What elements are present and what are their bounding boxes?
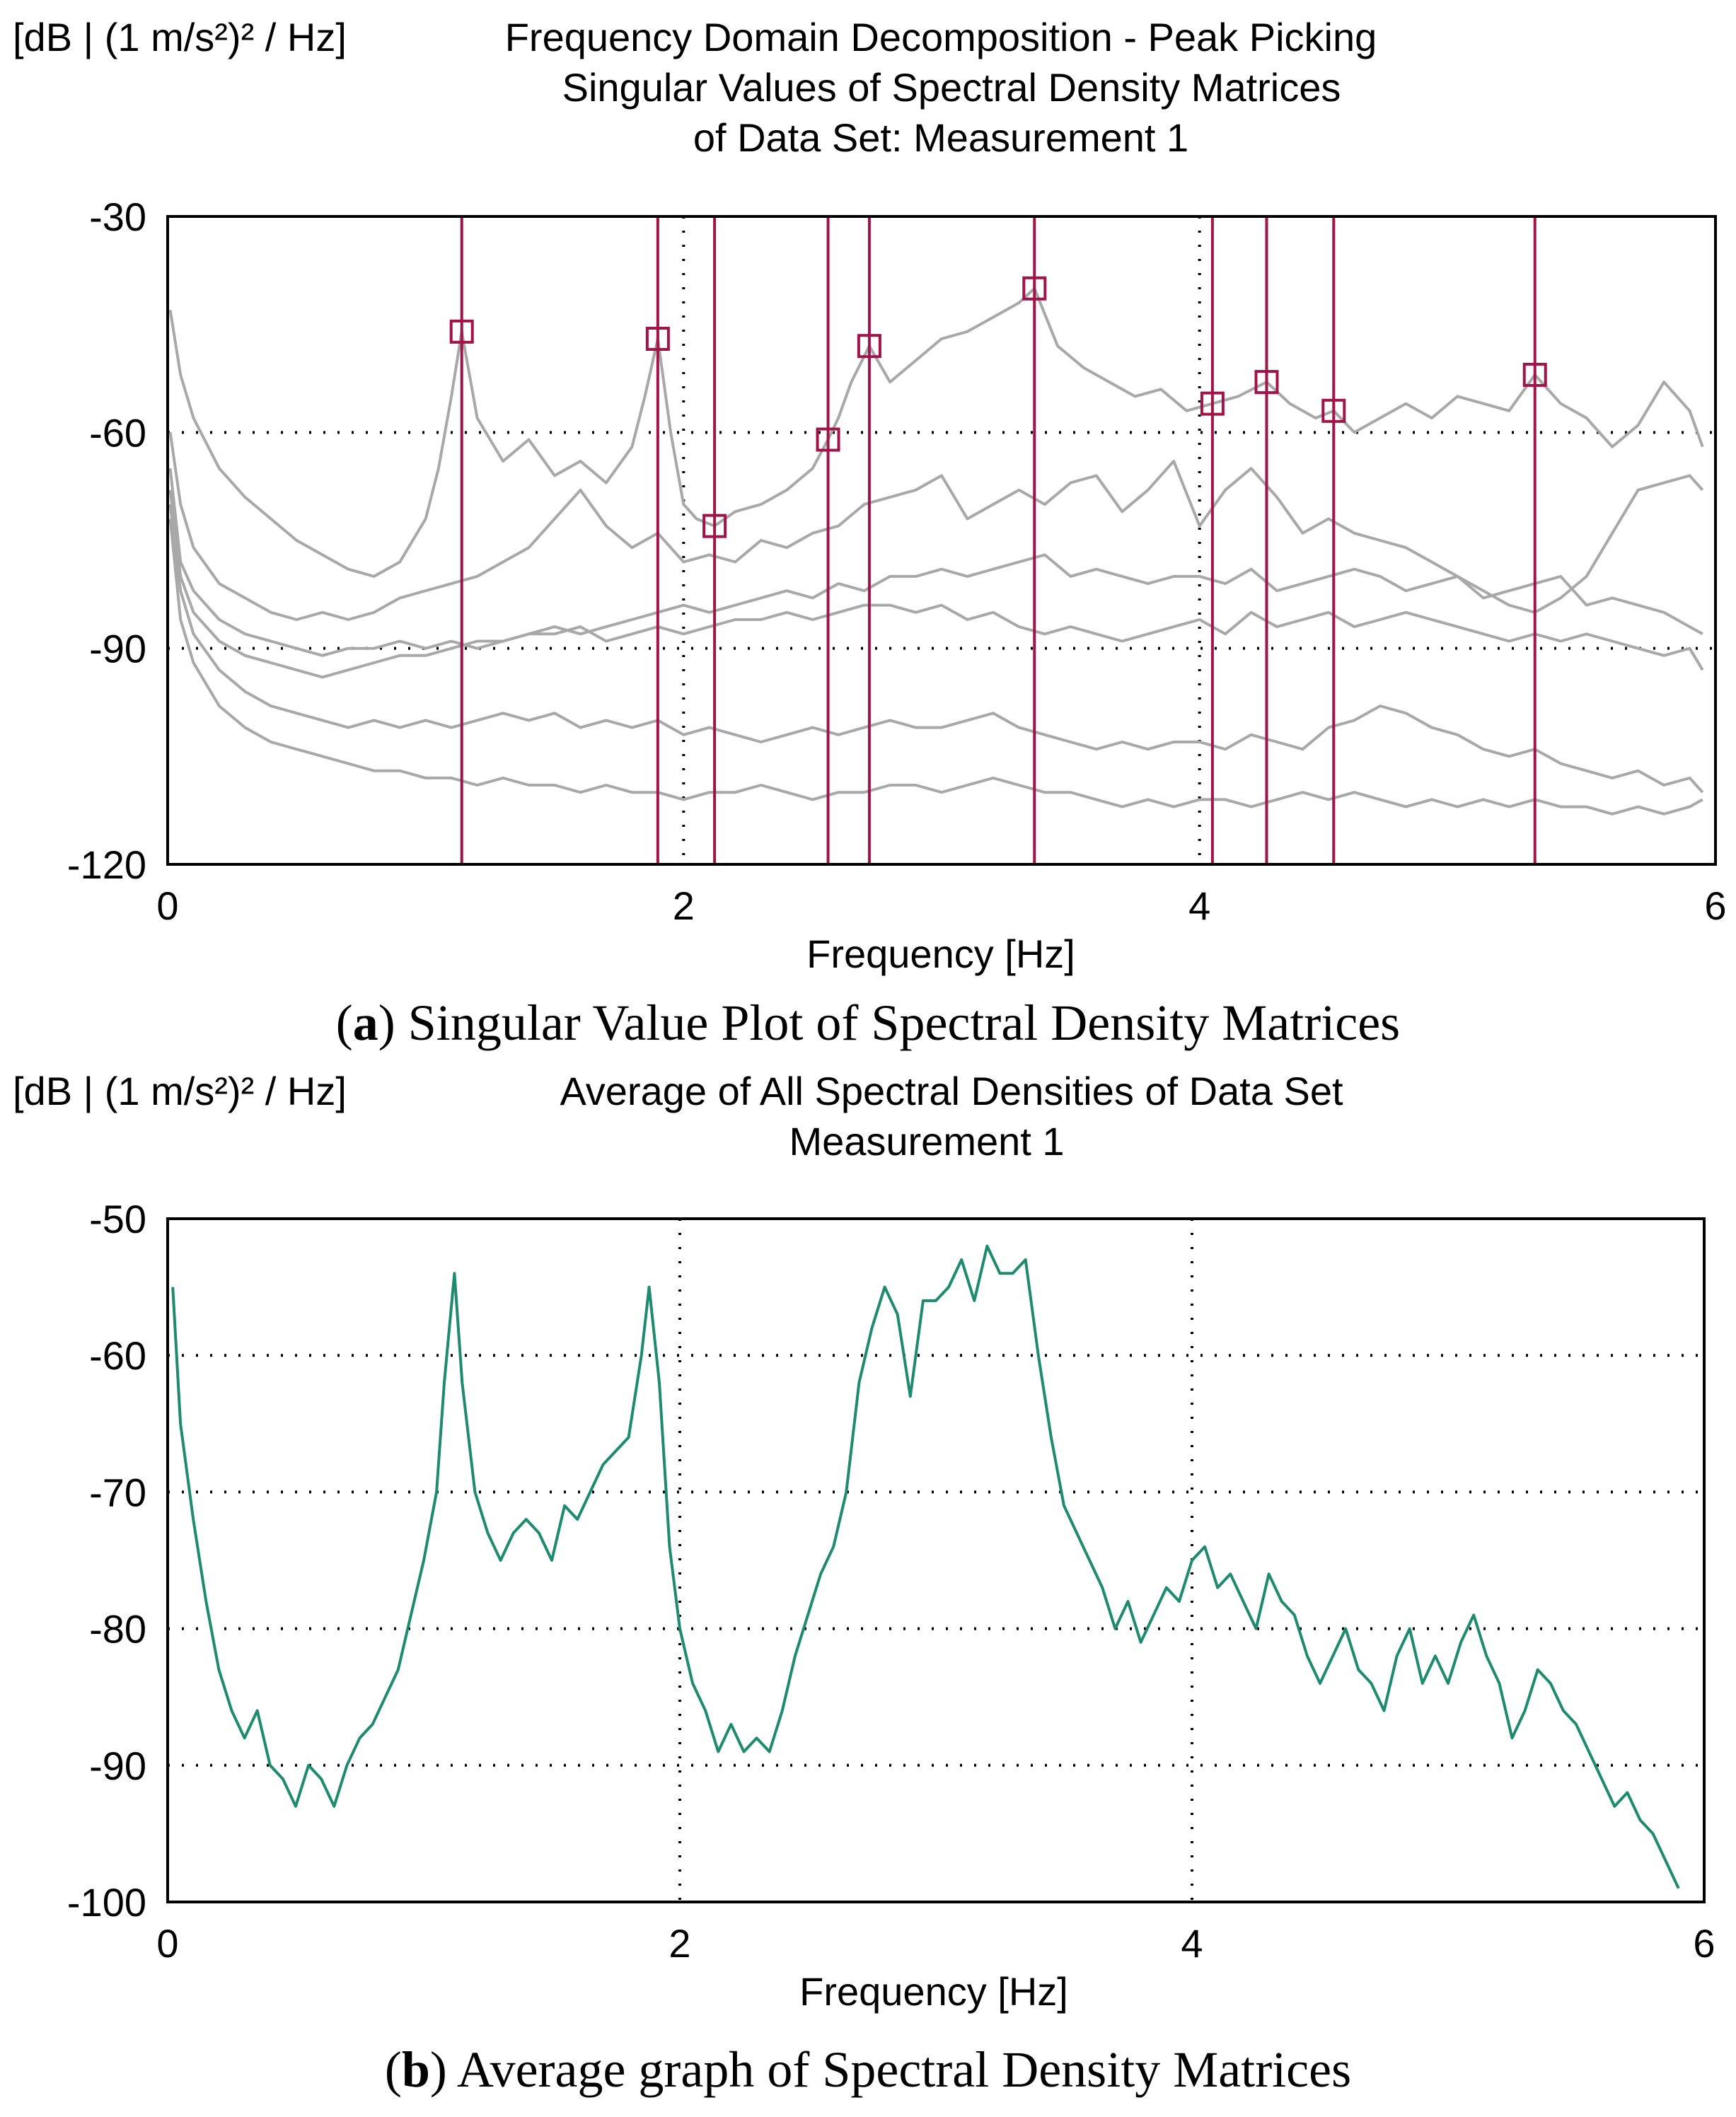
panel-b-title-line-1: Average of All Spectral Densities of Dat… [560, 1069, 1343, 1113]
panel-b-xlabel: Frequency [Hz] [799, 1969, 1068, 2014]
panel-a-series-line-2 [168, 432, 1704, 621]
panel-b-ytick-label-5: -100 [67, 1880, 146, 1925]
panel-a-series-line-6 [168, 518, 1703, 816]
panel-a-title-line-1: Frequency Domain Decomposition - Peak Pi… [505, 15, 1377, 59]
panel-a-peak-marker-6 [1022, 276, 1047, 301]
panel-b-units-label: [dB | (1 m/s²)² / Hz] [13, 1069, 347, 1113]
panel-b-caption-text: Average graph of Spectral Density Matric… [447, 2041, 1351, 2098]
panel-a-chart: [dB | (1 m/s²)² / Hz] Frequency Domain D… [13, 15, 1727, 1051]
panel-a-xtick-label-2: 4 [1188, 883, 1210, 928]
panel-b-ytick-label-4: -90 [89, 1744, 146, 1788]
panel-a-caption-text: Singular Value Plot of Spectral Density … [395, 994, 1400, 1051]
panel-a-peak-marker-3 [702, 514, 727, 538]
panel-a-caption: (a) Singular Value Plot of Spectral Dens… [336, 994, 1400, 1051]
panel-a-peak-marker-1 [449, 319, 474, 344]
panel-b-caption: (b) Average graph of Spectral Density Ma… [385, 2041, 1351, 2098]
panel-b-x-ticks: 0 2 4 6 [156, 1921, 1715, 1966]
panel-b-title-line-2: Measurement 1 [789, 1119, 1064, 1164]
panel-b-series-line-1 [171, 1244, 1680, 1889]
panel-b-y-ticks: -50 -60 -70 -80 -90 -100 [67, 1197, 146, 1925]
panel-a-plot-frame [166, 215, 1717, 866]
panel-a-x-ticks: 0 2 4 6 [156, 883, 1726, 928]
panel-b-grid [168, 1219, 1704, 1902]
panel-a-xtick-label-1: 2 [673, 883, 695, 928]
panel-a-title-line-3: of Data Set: Measurement 1 [693, 115, 1188, 160]
panel-a-series-line-5 [168, 504, 1704, 794]
panel-a-xlabel: Frequency [Hz] [806, 932, 1075, 976]
panel-b-xtick-label-1: 2 [669, 1921, 690, 1966]
panel-b-ytick-label-1: -60 [89, 1333, 146, 1378]
panel-a-peak-marker-4 [816, 427, 840, 452]
panel-b-xtick-label-2: 4 [1181, 1921, 1203, 1966]
panel-a-ytick-label-2: -90 [89, 627, 146, 671]
panel-a-caption-letter: a [353, 994, 378, 1051]
panel-b-plot-frame [166, 1217, 1706, 1903]
panel-a-ytick-label-1: -60 [89, 410, 146, 455]
panel-a-series-line-1 [168, 286, 1704, 578]
panel-a-peak-marker-7 [1200, 391, 1225, 416]
panel-a-xtick-label-0: 0 [156, 883, 178, 928]
panel-b-xtick-label-0: 0 [156, 1921, 178, 1966]
panel-a-peak-marker-8 [1254, 370, 1279, 395]
panel-a-ytick-label-3: -120 [67, 842, 146, 887]
panel-b-caption-letter: b [402, 2041, 430, 2098]
panel-b-ytick-label-2: -70 [89, 1470, 146, 1514]
panel-b-ytick-label-3: -80 [89, 1607, 146, 1652]
panel-a-y-ticks: -30 -60 -90 -120 [67, 195, 146, 887]
panel-a-xtick-label-3: 6 [1704, 883, 1726, 928]
panel-a-series-line-3 [168, 468, 1703, 657]
panel-a-ytick-label-0: -30 [89, 195, 146, 239]
panel-b-ytick-label-0: -50 [89, 1197, 146, 1241]
panel-b-chart: [dB | (1 m/s²)² / Hz] Average of All Spe… [13, 1069, 1715, 2098]
panel-a-peak-marker-5 [857, 334, 881, 359]
panel-a-grid [168, 216, 1715, 864]
panel-b-series-group [171, 1244, 1680, 1889]
panel-b-xtick-label-3: 6 [1693, 1921, 1715, 1966]
panel-a-series-group [168, 286, 1704, 816]
panel-a-title-line-2: Singular Values of Spectral Density Matr… [562, 65, 1341, 110]
panel-a-series-line-4 [168, 489, 1704, 679]
panel-a-peaks-group [449, 216, 1547, 864]
panel-a-peak-marker-2 [645, 327, 670, 352]
panel-a-units-label: [dB | (1 m/s²)² / Hz] [13, 15, 347, 59]
panel-a-peak-marker-10 [1522, 362, 1547, 387]
panel-a-peak-marker-9 [1321, 398, 1346, 423]
